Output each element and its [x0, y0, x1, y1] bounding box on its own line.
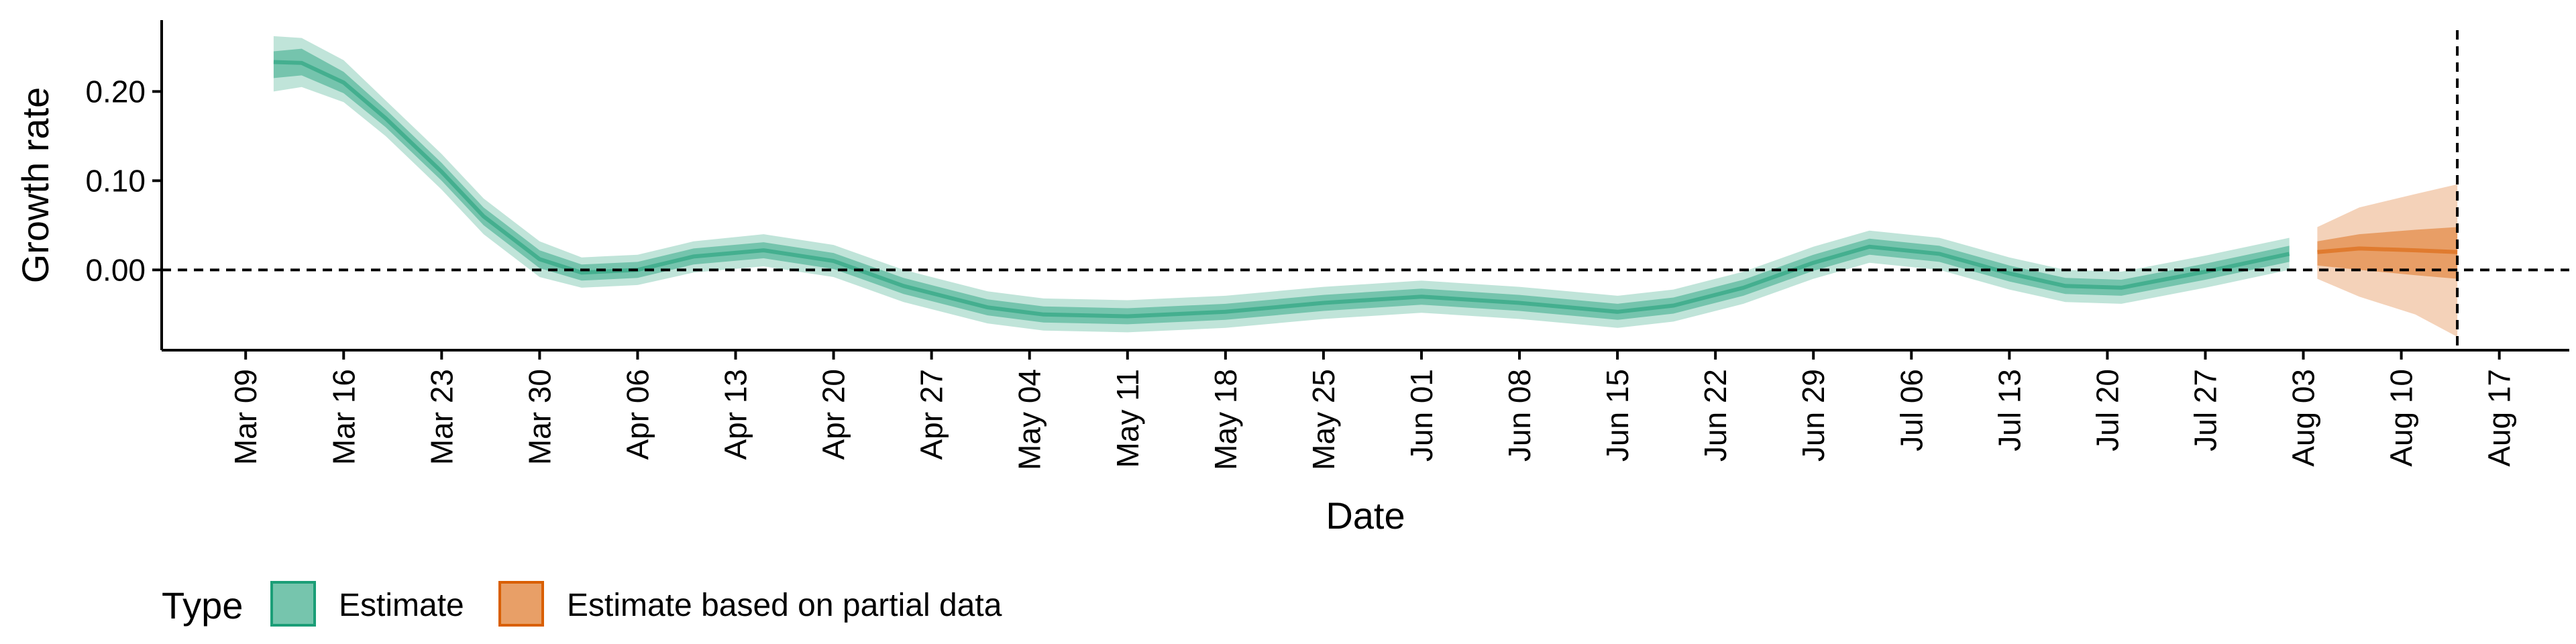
x-tick-label: Apr 20	[816, 369, 851, 460]
x-tick-label: Apr 06	[621, 369, 655, 460]
legend-title: Type	[162, 584, 243, 627]
x-tick-label: Jul 06	[1894, 369, 1929, 451]
x-tick-label: Jun 01	[1404, 369, 1439, 462]
y-tick-label: 0.20	[85, 74, 146, 109]
x-tick-label: Mar 30	[522, 369, 557, 465]
x-tick-label: Aug 10	[2384, 369, 2419, 467]
x-tick-label: Apr 13	[718, 369, 753, 460]
median-line-partial-data	[2317, 246, 2458, 254]
x-tick-label: Jun 22	[1698, 369, 1733, 462]
legend-label: Estimate based on partial data	[567, 588, 1002, 623]
legend-label: Estimate	[339, 588, 464, 623]
x-tick-label: May 11	[1110, 369, 1145, 468]
legend-key-partial-data	[498, 581, 544, 627]
x-tick-label: May 04	[1012, 369, 1047, 470]
median-line-estimate	[273, 60, 2290, 319]
band-90-partial-data	[2317, 184, 2458, 337]
band-50-estimate	[273, 48, 2290, 325]
plot-area	[162, 30, 2569, 350]
x-tick-label: May 18	[1208, 369, 1243, 470]
x-tick-label: Mar 16	[326, 369, 361, 465]
x-tick-label: Jun 29	[1796, 369, 1831, 462]
x-tick-label: Jul 13	[1992, 369, 2027, 451]
x-tick-label: Jul 20	[2090, 369, 2125, 451]
legend: Type Estimate Estimate based on partial d…	[162, 581, 1002, 627]
x-tick-label: Apr 27	[914, 369, 949, 460]
band-50-partial-data	[2317, 227, 2458, 279]
x-tick-label: May 25	[1306, 369, 1341, 470]
y-axis-title: Growth rate	[14, 87, 56, 284]
band-90-estimate	[273, 36, 2290, 333]
x-tick-label: Aug 03	[2286, 369, 2321, 467]
x-tick-label: Jun 08	[1502, 369, 1537, 462]
x-tick-label: Jul 27	[2188, 369, 2223, 451]
axes: 0.00 0.10 0.20 Mar 09 Mar 16 Mar 23 Mar 30 Apr …	[85, 20, 2569, 470]
x-axis-title: Date	[1326, 494, 1405, 537]
x-tick-label: Jun 15	[1600, 369, 1635, 462]
x-tick-label: Mar 23	[424, 369, 459, 465]
y-tick-label: 0.00	[85, 252, 146, 287]
legend-key-estimate	[270, 581, 316, 627]
y-tick-label: 0.10	[85, 163, 146, 198]
x-tick-label: Mar 09	[228, 369, 263, 465]
x-tick-label: Aug 17	[2482, 369, 2517, 467]
